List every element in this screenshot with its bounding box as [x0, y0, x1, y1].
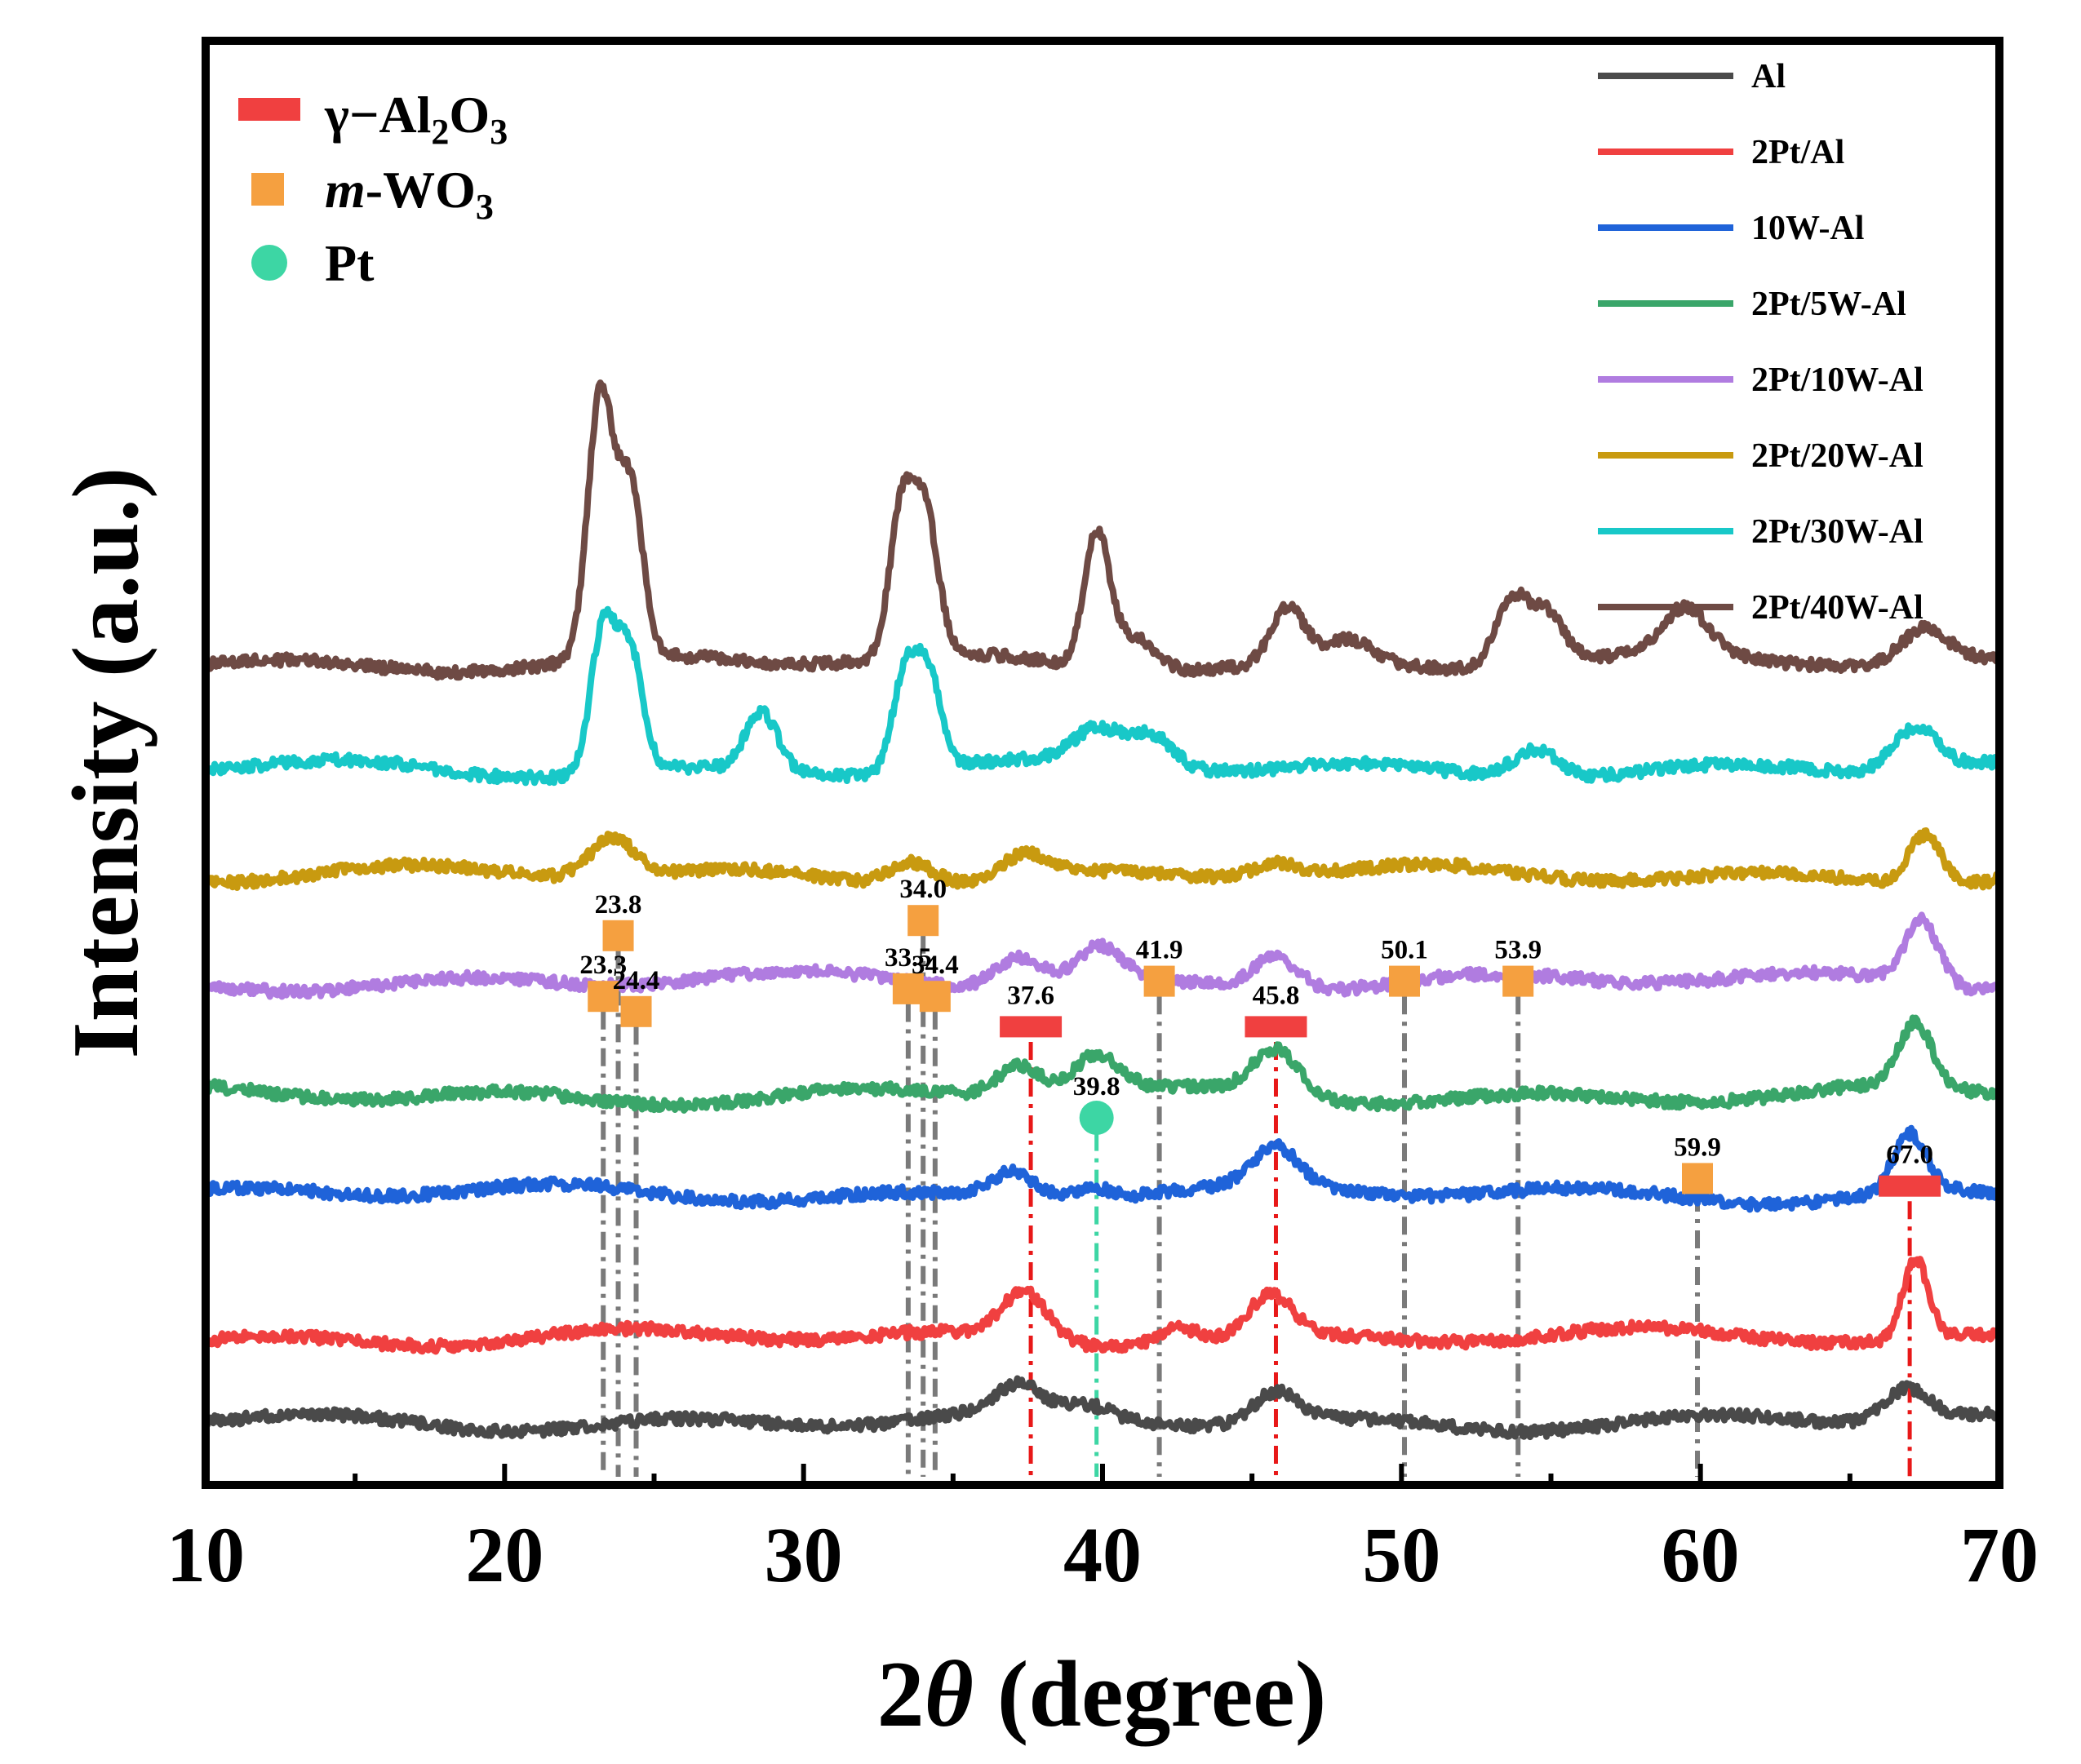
pt-marker-39.8	[1079, 1101, 1114, 1135]
series-line-10w-al	[202, 1124, 2003, 1213]
wo3-legend-label: m-WO3	[325, 161, 494, 227]
peak-label-41.9: 41.9	[1136, 936, 1183, 965]
pt-legend-marker	[251, 245, 287, 281]
x-axis-title-prefix: 2	[877, 1642, 925, 1747]
series-line-2pt-20w-al	[202, 827, 2003, 891]
peak-labels: 23.3 23.8 24.4 33.5 34.0 34.4 37.6 39.8 41.9 45.8…	[579, 875, 1933, 1170]
x-tick-label-10: 10	[166, 1511, 245, 1598]
legend-label-4: 2Pt/10W-Al	[1751, 361, 1923, 399]
legend-label-2: 10W-Al	[1751, 210, 1864, 247]
peak-label-50.1: 50.1	[1381, 936, 1428, 965]
peak-label-24.4: 24.4	[613, 966, 660, 995]
wo3-marker-59.9	[1682, 1163, 1714, 1194]
phase-legend: γ−Al2O3 m-WO3 Pt	[238, 86, 508, 292]
legend-label-7: 2Pt/40W-Al	[1751, 589, 1923, 627]
series-line-2pt-30w-al	[202, 605, 2003, 787]
alumina-marker-37.6	[1000, 1016, 1063, 1038]
series-line-2pt-10w-al	[203, 911, 2003, 1000]
y-axis-title: Intensity (a.u.)	[54, 467, 158, 1058]
wo3-marker-34.4	[919, 981, 951, 1013]
legend-label-6: 2Pt/30W-Al	[1751, 513, 1923, 551]
wo3-marker-23.3	[588, 981, 619, 1013]
series-legend: Al 2Pt/Al 10W-Al 2Pt/5W-Al 2Pt/10W-Al 2Pt/20W…	[1598, 58, 1923, 627]
legend-label-5: 2Pt/20W-Al	[1751, 437, 1923, 475]
x-axis-title: 2θ (degree)	[877, 1642, 1327, 1747]
x-tick-label-50: 50	[1362, 1511, 1440, 1598]
peak-label-23.3: 23.3	[579, 951, 627, 980]
gamma-alumina-legend-marker	[238, 98, 300, 121]
peak-markers	[588, 905, 1941, 1197]
peak-label-23.8: 23.8	[595, 890, 642, 920]
peak-label-45.8: 45.8	[1253, 981, 1300, 1010]
legend-label-3: 2Pt/5W-Al	[1751, 286, 1906, 323]
peak-label-53.9: 53.9	[1494, 936, 1542, 965]
series-line-2pt-al	[202, 1256, 2003, 1355]
x-tick-label-30: 30	[765, 1511, 843, 1598]
peak-label-59.9: 59.9	[1674, 1132, 1721, 1162]
wo3-marker-53.9	[1502, 965, 1534, 997]
peak-label-34.0: 34.0	[899, 875, 947, 904]
peak-label-39.8: 39.8	[1073, 1072, 1120, 1101]
x-tick-label-70: 70	[1960, 1511, 2039, 1598]
wo3-marker-50.1	[1388, 965, 1420, 997]
x-axis-ticks	[203, 1464, 2002, 1485]
series-line-al	[202, 1375, 2002, 1441]
legend-label-0: Al	[1751, 58, 1786, 95]
x-tick-label-20: 20	[465, 1511, 544, 1598]
x-axis-title-suffix: (degree)	[974, 1642, 1327, 1747]
series-line-2pt-5w-al	[202, 1014, 2003, 1114]
peak-label-37.6: 37.6	[1007, 981, 1054, 1010]
alumina-marker-67.0	[1879, 1175, 1941, 1197]
wo3-marker-23.8	[602, 920, 634, 951]
series-line-2pt-40w-al	[202, 379, 2002, 681]
wo3-legend-marker	[251, 173, 284, 206]
peak-label-34.4: 34.4	[912, 951, 959, 980]
x-tick-label-60: 60	[1662, 1511, 1740, 1598]
peak-label-33.5: 33.5	[885, 943, 932, 973]
wo3-marker-24.4	[620, 995, 652, 1027]
legend-label-1: 2Pt/Al	[1751, 134, 1844, 171]
pt-legend-label: Pt	[325, 234, 375, 292]
wo3-marker-33.5	[892, 973, 924, 1004]
wo3-marker-41.9	[1143, 965, 1175, 997]
alumina-marker-45.8	[1245, 1016, 1307, 1038]
series-lines	[202, 379, 2003, 1441]
peak-label-67.0: 67.0	[1886, 1141, 1933, 1170]
gamma-alumina-legend-label: γ−Al2O3	[324, 86, 508, 152]
x-axis-tick-labels: 10 20 30 40 50 60 70	[166, 1511, 2039, 1598]
x-axis-title-theta: θ	[925, 1642, 974, 1747]
x-tick-label-40: 40	[1063, 1511, 1142, 1598]
wo3-marker-34.0	[907, 905, 939, 937]
